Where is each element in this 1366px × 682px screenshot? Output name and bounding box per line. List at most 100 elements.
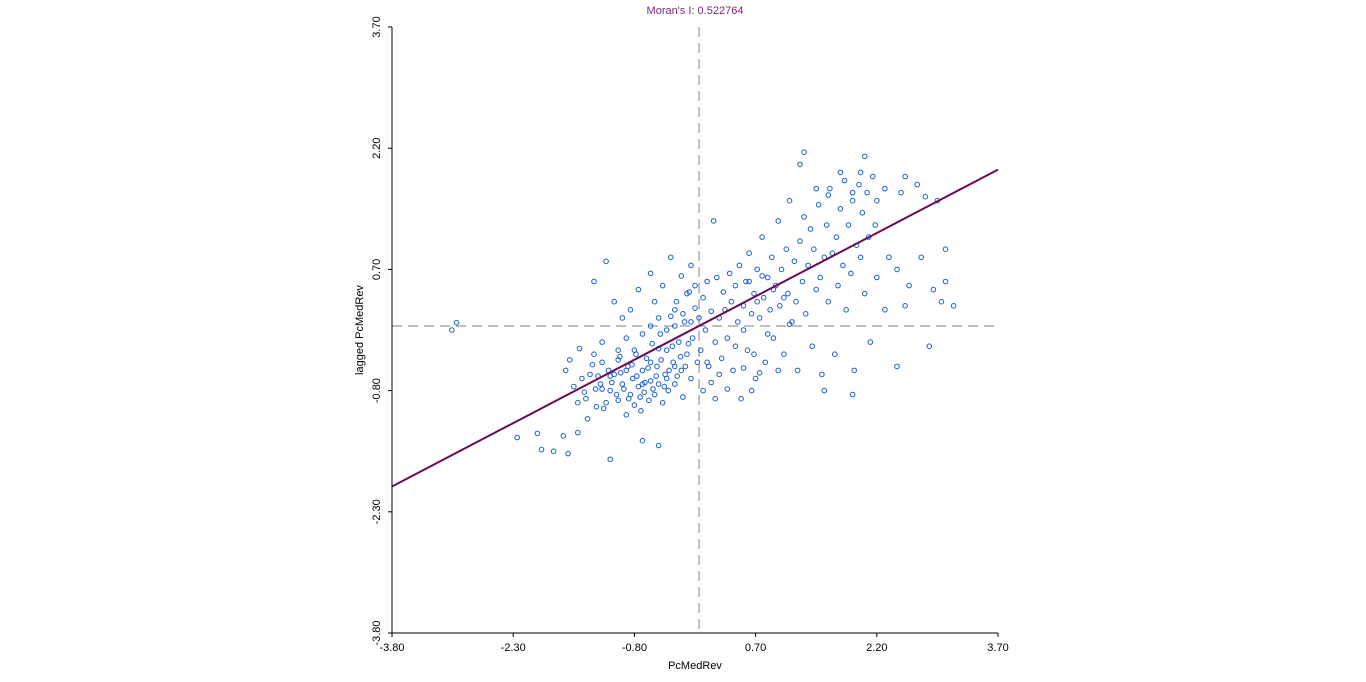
scatter-point xyxy=(702,327,709,333)
scatter-point xyxy=(762,359,769,366)
scatter-point xyxy=(647,359,654,366)
scatter-point xyxy=(613,391,620,398)
regression-layer xyxy=(391,168,999,488)
scatter-point xyxy=(700,387,706,394)
scatter-point xyxy=(584,416,591,422)
scatter-point xyxy=(621,386,627,392)
scatter-point xyxy=(785,290,791,297)
scatter-point xyxy=(688,375,694,382)
scatter-point xyxy=(857,169,864,176)
scatter-point xyxy=(672,307,678,313)
scatter-point xyxy=(845,222,852,228)
scatter-point xyxy=(623,335,630,341)
scatter-point xyxy=(659,399,666,406)
scatter-point xyxy=(575,429,581,436)
x-tick-label: -3.80 xyxy=(379,642,404,654)
reference-lines xyxy=(392,27,998,633)
scatter-point xyxy=(835,282,841,289)
scatter-point xyxy=(764,331,771,337)
scatter-point xyxy=(781,294,787,301)
scatter-point xyxy=(591,278,597,285)
scatter-point xyxy=(777,303,783,309)
scatter-point xyxy=(736,262,743,269)
scatter-point xyxy=(767,307,773,313)
x-tick-label: 2.20 xyxy=(866,642,887,654)
scatter-point xyxy=(821,387,828,394)
scatter-point xyxy=(688,262,694,269)
scatter-point xyxy=(657,331,664,337)
scatter-point xyxy=(629,361,635,368)
scatter-point xyxy=(718,355,725,362)
scatter-point xyxy=(841,177,848,184)
scatter-point xyxy=(886,254,892,261)
scatter-point xyxy=(794,367,801,374)
scatter-point xyxy=(781,351,787,358)
scatter-point xyxy=(637,394,643,400)
scatter-point xyxy=(647,378,654,384)
scatter-point xyxy=(668,254,674,261)
y-tick-label: 3.70 xyxy=(371,16,383,37)
scatter-point xyxy=(619,381,626,387)
scatter-point xyxy=(732,343,739,350)
scatter-point xyxy=(694,359,701,366)
scatter-point xyxy=(708,308,715,315)
scatter-point xyxy=(704,278,710,285)
scatter-point xyxy=(655,381,662,387)
scatter-point xyxy=(867,339,874,345)
y-axis-ticks: -3.80 -2.30 -0.80 0.70 2.20 3.70 xyxy=(371,16,392,646)
scatter-point xyxy=(583,395,589,402)
scatter-point xyxy=(819,371,825,378)
scatter-point xyxy=(579,375,585,382)
scatter-point xyxy=(587,371,593,378)
scatter-point xyxy=(756,315,763,321)
y-tick-label: -3.80 xyxy=(371,620,383,645)
scatter-point xyxy=(672,381,678,387)
scatter-point xyxy=(685,340,692,347)
scatter-point xyxy=(571,383,577,390)
scatter-point xyxy=(775,367,782,374)
scatter-point xyxy=(565,450,571,457)
scatter-point xyxy=(655,315,662,321)
scatter-point xyxy=(639,331,646,337)
x-tick-label: 0.70 xyxy=(745,642,766,654)
scatter-point xyxy=(712,395,719,402)
scatter-point xyxy=(849,189,856,196)
scatter-point xyxy=(738,395,744,402)
scatter-point xyxy=(744,347,751,354)
scatter-point xyxy=(560,433,567,439)
scatter-point xyxy=(650,386,656,392)
scatter-point xyxy=(938,298,945,305)
scatter-point xyxy=(724,335,731,341)
scatter-point xyxy=(638,408,644,414)
scatter-point xyxy=(607,387,614,394)
chart-title: Moran's I: 0.522764 xyxy=(647,5,744,17)
scatter-point xyxy=(617,370,624,376)
scatter-point xyxy=(627,307,634,313)
scatter-point xyxy=(728,298,735,305)
scatter-point xyxy=(735,319,741,325)
scatter-point xyxy=(840,262,846,269)
scatter-point xyxy=(764,274,771,281)
scatter-point xyxy=(654,363,660,370)
y-tick-label: 2.20 xyxy=(371,137,383,158)
scatter-point xyxy=(689,335,696,341)
scatter-point xyxy=(603,258,609,265)
scatter-point xyxy=(665,387,672,394)
scatter-point xyxy=(874,274,880,281)
scatter-point xyxy=(680,311,686,317)
scatter-point xyxy=(639,367,646,374)
scatter-point xyxy=(688,319,694,325)
scatter-point xyxy=(849,391,856,398)
scatter-point xyxy=(756,370,763,376)
scatter-point xyxy=(655,442,662,449)
scatter-point xyxy=(645,365,651,371)
scatter-point xyxy=(942,278,949,285)
scatter-point xyxy=(914,181,921,188)
scatter-point xyxy=(759,273,765,279)
scatter-point xyxy=(724,386,731,392)
scatter-point xyxy=(615,357,622,363)
scatter-point xyxy=(712,339,719,345)
scatter-point xyxy=(647,270,654,277)
scatter-point xyxy=(837,206,844,212)
scatter-point xyxy=(894,266,900,273)
